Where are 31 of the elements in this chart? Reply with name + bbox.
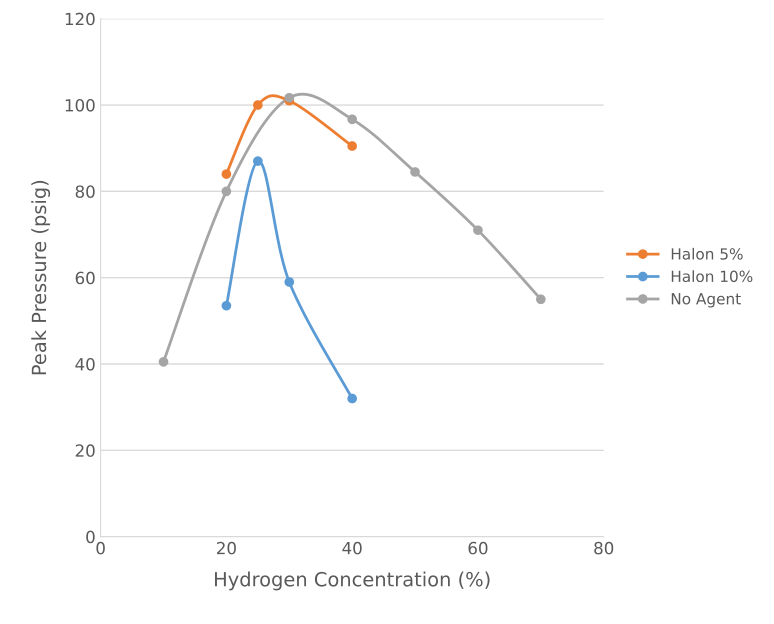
point bbox=[347, 394, 358, 404]
point bbox=[158, 356, 168, 367]
legend-label: No Agent bbox=[672, 293, 741, 308]
y-tick-label: 0 bbox=[86, 530, 95, 544]
x-tick-label: 80 bbox=[594, 542, 614, 554]
y-tick-label: 80 bbox=[76, 185, 95, 198]
point bbox=[222, 186, 232, 196]
x-tick-label: 40 bbox=[342, 542, 362, 554]
point bbox=[252, 100, 263, 110]
point bbox=[473, 225, 483, 236]
x-tick-label: 20 bbox=[217, 542, 236, 554]
point bbox=[536, 294, 546, 304]
x-axis-title: Hydrogen Concentration (%) bbox=[215, 572, 490, 590]
y-axis-title: Peak Pressure (psig) bbox=[31, 180, 50, 374]
legend-label: Halon 5% bbox=[672, 248, 743, 260]
y-tick-label: 60 bbox=[76, 272, 95, 284]
y-tick-label: 120 bbox=[66, 12, 95, 26]
y-tick-label: 20 bbox=[76, 444, 95, 457]
point bbox=[284, 92, 294, 103]
point bbox=[347, 114, 358, 124]
x-tick-label: 0 bbox=[96, 542, 105, 554]
point bbox=[222, 300, 232, 311]
point bbox=[222, 169, 232, 179]
y-tick-label: 100 bbox=[66, 99, 95, 112]
legend-label: Halon 10% bbox=[672, 270, 752, 282]
x-tick-label: 60 bbox=[468, 542, 488, 554]
point bbox=[347, 141, 358, 151]
y-tick-label: 40 bbox=[75, 358, 95, 371]
point bbox=[252, 156, 263, 166]
point bbox=[284, 277, 294, 287]
point bbox=[410, 167, 420, 177]
